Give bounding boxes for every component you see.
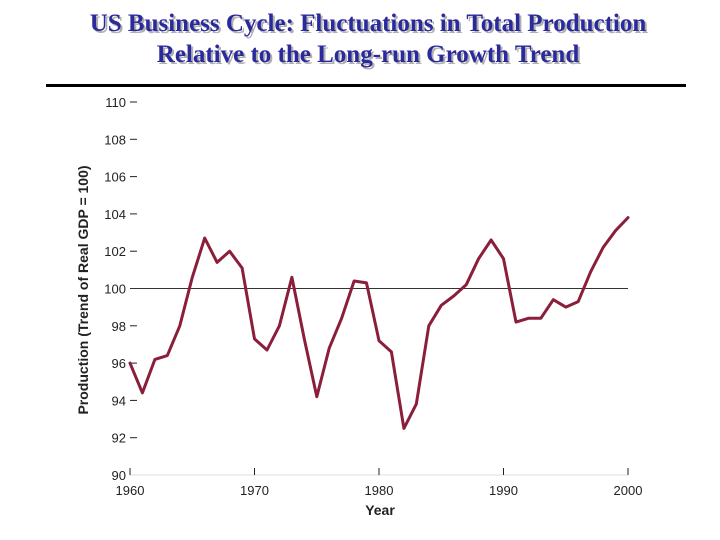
y-tick-label: 102 — [104, 244, 126, 259]
y-tick-label: 92 — [112, 431, 126, 446]
production-series-line — [128, 216, 630, 430]
x-tick-label: 1970 — [240, 483, 269, 498]
x-tick-label: 1960 — [116, 483, 145, 498]
x-tick-label: 1980 — [365, 483, 394, 498]
y-axis-label: Production (Trend of Real GDP = 100) — [75, 165, 91, 414]
y-tick-label: 100 — [104, 282, 126, 297]
y-tick-label: 108 — [104, 132, 126, 147]
plot-area — [128, 216, 630, 430]
y-tick-label: 98 — [112, 319, 126, 334]
slide-title-line-1: US Business Cycle: Fluctuations in Total… — [89, 10, 647, 37]
y-tick-label: 110 — [105, 95, 126, 110]
x-axis: 1960 1970 1980 1990 2000 — [116, 468, 643, 498]
y-tick-label: 96 — [112, 356, 126, 371]
slide-title-line-2: Relative to the Long-run Growth Trend — [156, 41, 580, 68]
y-axis: 90 92 94 96 98 100 102 104 106 108 110 — [104, 95, 137, 483]
x-tick-label: 2000 — [614, 483, 643, 498]
x-tick-label: 1990 — [489, 483, 518, 498]
y-tick-label: 90 — [112, 468, 126, 483]
slide-title: US Business Cycle: Fluctuations in Total… — [40, 8, 696, 70]
x-axis-label: Year — [365, 502, 395, 518]
title-divider — [46, 84, 686, 87]
y-tick-label: 94 — [112, 393, 126, 408]
y-tick-label: 106 — [104, 170, 126, 185]
y-tick-label: 104 — [104, 207, 126, 222]
